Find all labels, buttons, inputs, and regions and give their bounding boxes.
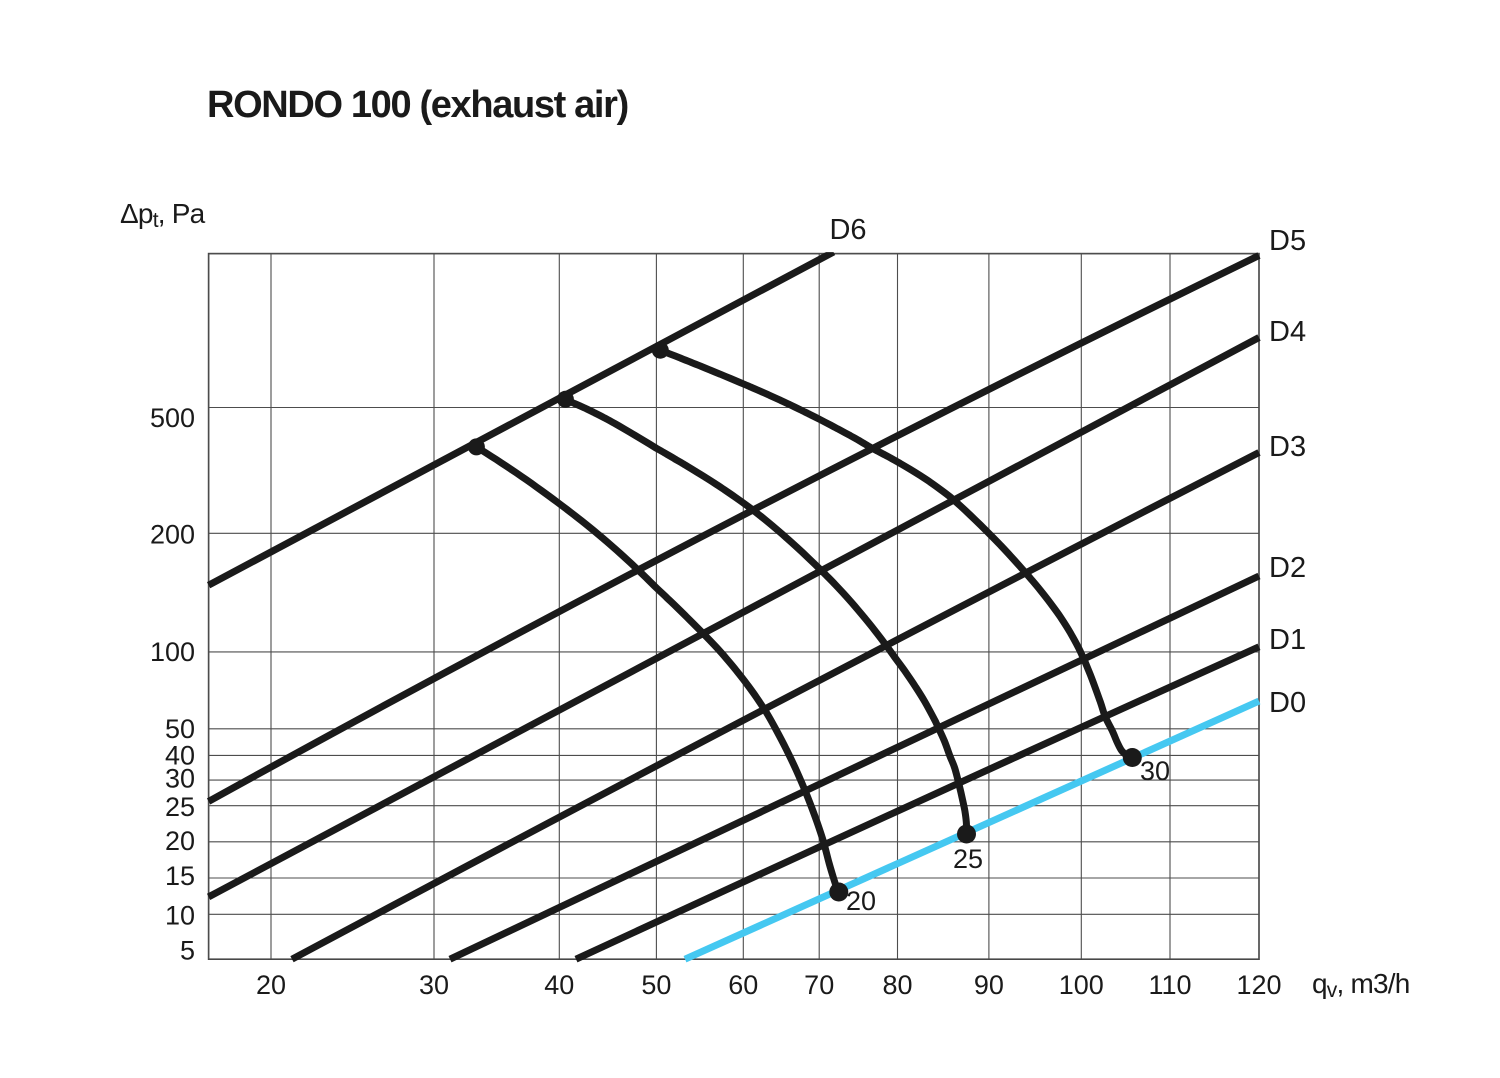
svg-text:qv, m3/h: qv, m3/h xyxy=(1312,968,1410,1002)
svg-text:100: 100 xyxy=(150,637,195,667)
svg-text:50: 50 xyxy=(641,970,671,1000)
svg-text:25: 25 xyxy=(165,792,195,822)
svg-text:D2: D2 xyxy=(1269,552,1306,584)
svg-text:50: 50 xyxy=(165,714,195,744)
svg-text:D5: D5 xyxy=(1269,225,1306,257)
svg-text:20: 20 xyxy=(256,970,286,1000)
svg-text:30: 30 xyxy=(1140,756,1170,786)
svg-text:D4: D4 xyxy=(1269,316,1306,348)
svg-text:20: 20 xyxy=(846,886,876,916)
svg-text:30: 30 xyxy=(419,970,449,1000)
svg-text:5: 5 xyxy=(180,936,195,966)
svg-text:RONDO 100 (exhaust air): RONDO 100 (exhaust air) xyxy=(207,84,628,126)
svg-text:200: 200 xyxy=(150,520,195,550)
svg-text:30: 30 xyxy=(165,763,195,793)
svg-text:20: 20 xyxy=(165,826,195,856)
svg-text:120: 120 xyxy=(1236,970,1281,1000)
svg-text:D3: D3 xyxy=(1269,431,1306,463)
svg-text:500: 500 xyxy=(150,403,195,433)
svg-text:10: 10 xyxy=(165,900,195,930)
svg-text:Δpt, Pa: Δpt, Pa xyxy=(120,198,206,232)
svg-text:60: 60 xyxy=(728,970,758,1000)
svg-text:D0: D0 xyxy=(1269,687,1306,719)
svg-text:80: 80 xyxy=(882,970,912,1000)
svg-text:D1: D1 xyxy=(1269,624,1306,656)
svg-text:40: 40 xyxy=(544,970,574,1000)
svg-text:100: 100 xyxy=(1059,970,1104,1000)
svg-text:D6: D6 xyxy=(829,214,866,246)
svg-text:25: 25 xyxy=(953,844,983,874)
svg-text:110: 110 xyxy=(1148,970,1191,1000)
svg-text:15: 15 xyxy=(165,861,195,891)
svg-text:70: 70 xyxy=(804,970,834,1000)
svg-text:40: 40 xyxy=(165,740,195,770)
svg-text:90: 90 xyxy=(974,970,1004,1000)
